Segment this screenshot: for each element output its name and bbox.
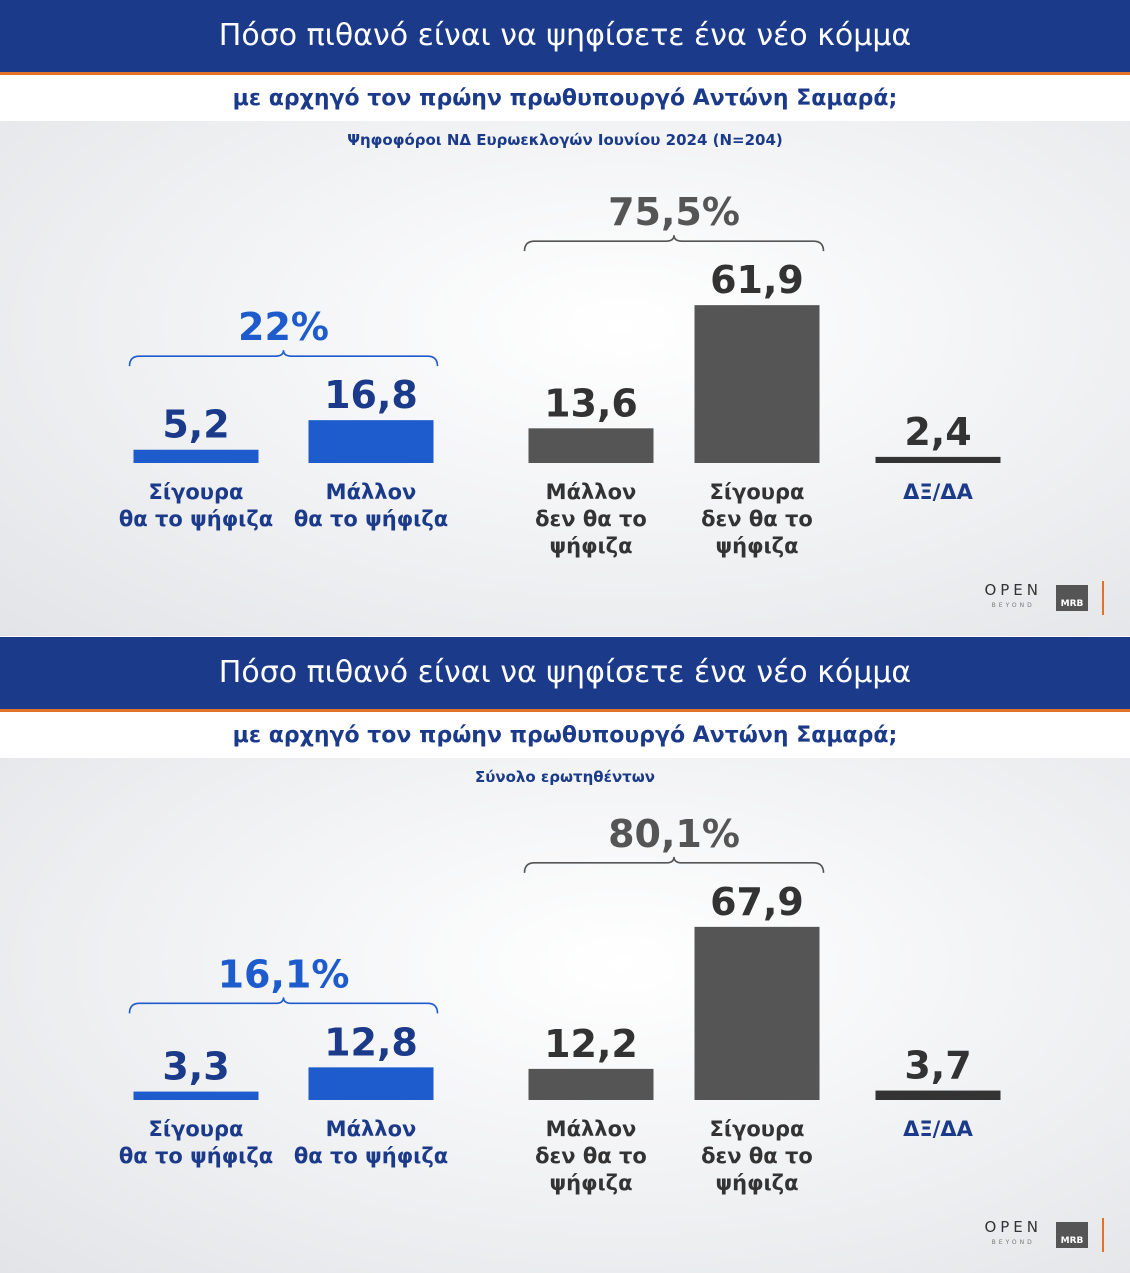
mrb-logo: MRB xyxy=(1056,1222,1088,1248)
bar xyxy=(133,449,259,463)
bar xyxy=(308,420,434,463)
bar xyxy=(528,428,654,463)
category-label: ΔΞ/ΔΑ xyxy=(903,1117,973,1141)
group-bracket xyxy=(523,235,825,252)
group-total-label: 80,1% xyxy=(608,812,740,856)
group-bracket xyxy=(128,350,439,367)
sample-note: Σύνολο ερωτηθέντων xyxy=(475,768,655,786)
category-label: Μάλλον xyxy=(546,1117,637,1141)
bar-chart: 5,2 Σίγουρα θα το ψήφιζα 16,8 Μάλλον θα το ψή… xyxy=(119,190,1001,558)
chart-panel-1: Πόσο πιθανό είναι να ψηφίσετε ένα νέο κό… xyxy=(0,0,1130,636)
data-label: 12,8 xyxy=(324,1020,418,1064)
data-label: 67,9 xyxy=(710,880,804,924)
category-label: ψήφιζα xyxy=(715,534,798,558)
data-label: 5,2 xyxy=(162,403,229,447)
category-label: Μάλλον xyxy=(326,1117,417,1141)
logo-divider xyxy=(1102,1218,1104,1252)
category-label: ψήφιζα xyxy=(549,1171,632,1195)
category-label: Μάλλον xyxy=(326,480,417,504)
bar xyxy=(875,456,1001,463)
chart-subtitle: με αρχηγό τον πρώην πρωθυπουργό Αντώνη Σ… xyxy=(0,712,1130,758)
category-label: ψήφιζα xyxy=(549,534,632,558)
chart-subtitle: με αρχηγό τον πρώην πρωθυπουργό Αντώνη Σ… xyxy=(0,75,1130,121)
category-label: θα το ψήφιζα xyxy=(119,507,273,531)
bar xyxy=(875,1090,1001,1100)
chart-background xyxy=(0,121,1130,636)
group-total-label: 22% xyxy=(238,305,329,349)
category-label: θα το ψήφιζα xyxy=(294,1144,448,1168)
category-label: δεν θα το xyxy=(535,507,647,531)
data-label: 12,2 xyxy=(544,1022,638,1066)
open-logo: OPEN BEYOND xyxy=(984,1218,1042,1247)
category-label: δεν θα το xyxy=(535,1144,647,1168)
bar xyxy=(528,1068,654,1100)
category-label: Σίγουρα xyxy=(149,480,244,504)
sample-note: Ψηφοφόροι ΝΔ Ευρωεκλογών Ιουνίου 2024 (N… xyxy=(347,131,783,149)
category-label: δεν θα το xyxy=(701,507,813,531)
open-logo: OPEN BEYOND xyxy=(984,581,1042,610)
data-label: 2,4 xyxy=(904,410,971,454)
data-label: 16,8 xyxy=(324,373,418,417)
category-label: θα το ψήφιζα xyxy=(294,507,448,531)
chart-title: Πόσο πιθανό είναι να ψηφίσετε ένα νέο κό… xyxy=(0,637,1130,712)
category-label: Μάλλον xyxy=(546,480,637,504)
category-label: Σίγουρα xyxy=(710,480,805,504)
chart-background xyxy=(0,758,1130,1273)
category-label: δεν θα το xyxy=(701,1144,813,1168)
category-label: Σίγουρα xyxy=(149,1117,244,1141)
data-label: 13,6 xyxy=(544,381,638,425)
data-label: 3,3 xyxy=(162,1045,229,1089)
group-total-label: 75,5% xyxy=(608,190,740,234)
category-label: Σίγουρα xyxy=(710,1117,805,1141)
category-label: ΔΞ/ΔΑ xyxy=(903,480,973,504)
category-label: θα το ψήφιζα xyxy=(119,1144,273,1168)
data-label: 3,7 xyxy=(904,1044,971,1088)
bar xyxy=(694,926,820,1100)
broadcaster-logos: OPEN BEYOND MRB xyxy=(984,1215,1104,1255)
logo-divider xyxy=(1102,581,1104,615)
chart-panel-2: Πόσο πιθανό είναι να ψηφίσετε ένα νέο κό… xyxy=(0,637,1130,1273)
group-bracket xyxy=(128,997,439,1014)
mrb-logo: MRB xyxy=(1056,585,1088,611)
bar xyxy=(694,305,820,463)
chart-title: Πόσο πιθανό είναι να ψηφίσετε ένα νέο κό… xyxy=(0,0,1130,75)
category-label: ψήφιζα xyxy=(715,1171,798,1195)
bar-chart: 3,3 Σίγουρα θα το ψήφιζα 12,8 Μάλλον θα το ψή… xyxy=(119,812,1001,1195)
bar xyxy=(308,1067,434,1100)
bar xyxy=(133,1091,259,1100)
broadcaster-logos: OPEN BEYOND MRB xyxy=(984,578,1104,618)
group-bracket xyxy=(523,856,825,873)
group-total-label: 16,1% xyxy=(218,952,350,996)
data-label: 61,9 xyxy=(710,258,804,302)
